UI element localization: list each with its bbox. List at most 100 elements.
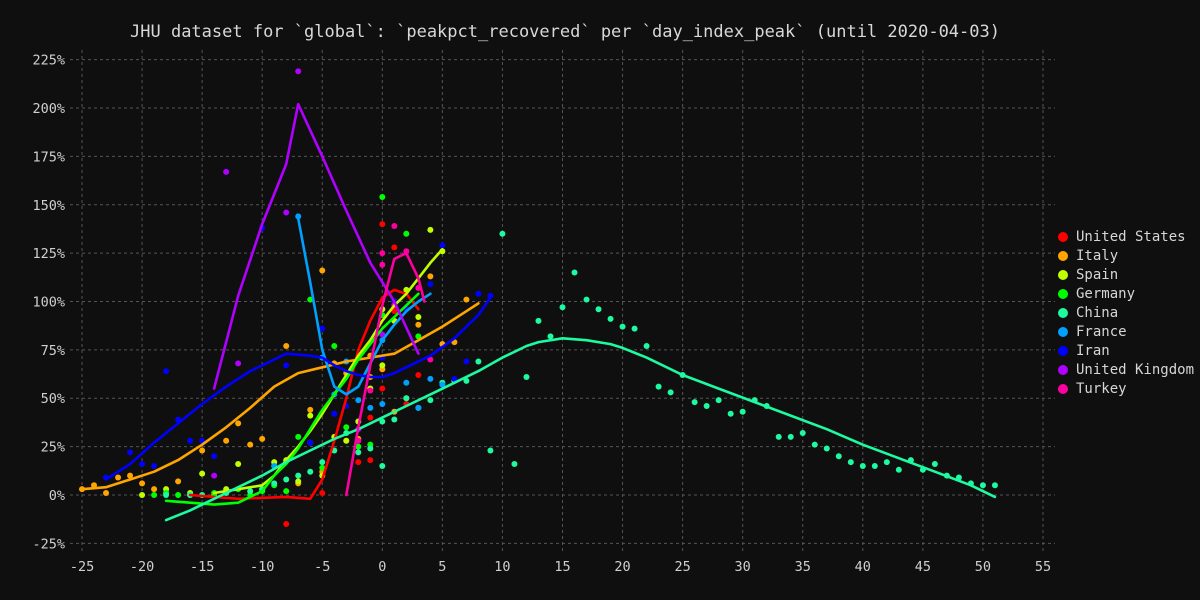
y-tick-label: 100% [32, 295, 65, 311]
point-italy [199, 447, 206, 454]
point-china [367, 445, 374, 452]
point-china [667, 389, 674, 396]
y-tick-label: 75% [41, 343, 65, 359]
point-china [403, 395, 410, 402]
point-italy [259, 435, 266, 442]
x-tick-label: 5 [438, 559, 446, 575]
point-germany [355, 443, 362, 450]
legend-marker [1058, 231, 1068, 242]
x-tick-label: -20 [130, 559, 154, 575]
x-tick-label: 55 [1035, 559, 1051, 575]
point-germany [415, 333, 422, 340]
legend-marker [1058, 364, 1068, 375]
point-china [547, 333, 554, 340]
y-tick-label: 175% [32, 149, 65, 165]
legend-label: Turkey [1076, 380, 1127, 397]
legend-item-spain: Spain [1058, 265, 1194, 284]
legend-label: France [1076, 323, 1127, 340]
x-tick-label: 40 [855, 559, 871, 575]
point-china [703, 402, 710, 409]
point-china [799, 430, 806, 437]
legend-label: Germany [1076, 285, 1136, 302]
x-tick-label: 20 [614, 559, 630, 575]
point-china [559, 304, 566, 311]
point-united-kingdom [235, 360, 242, 367]
point-china [595, 306, 602, 313]
legend-item-italy: Italy [1058, 246, 1194, 265]
point-italy [307, 406, 314, 413]
point-china [607, 315, 614, 322]
point-germany [331, 342, 338, 349]
point-italy [139, 480, 146, 487]
point-china [475, 358, 482, 365]
y-tick-label: 0% [49, 488, 65, 504]
point-united-states [415, 372, 422, 379]
y-tick-label: 225% [32, 53, 65, 69]
point-spain [343, 437, 350, 444]
point-china [391, 416, 398, 423]
point-iran [427, 281, 434, 288]
point-united-states [367, 457, 374, 464]
point-turkey [391, 223, 398, 230]
point-iran [187, 437, 194, 444]
point-italy [223, 437, 230, 444]
point-france [295, 213, 302, 220]
point-spain [235, 461, 242, 468]
point-italy [103, 490, 110, 497]
point-china [655, 383, 662, 390]
y-tick-label: 25% [41, 440, 65, 456]
legend-item-germany: Germany [1058, 284, 1194, 303]
point-iran [319, 325, 326, 332]
point-china [715, 397, 722, 404]
legend-label: Italy [1076, 247, 1119, 264]
trend-line-united-kingdom [212, 102, 420, 390]
point-germany [343, 424, 350, 431]
point-united-kingdom [223, 168, 230, 175]
legend-item-united-states: United States [1058, 227, 1194, 246]
point-china [847, 459, 854, 466]
point-china [307, 468, 314, 475]
point-italy [115, 474, 122, 481]
point-spain [295, 478, 302, 485]
point-turkey [379, 250, 386, 257]
point-china [631, 325, 638, 332]
point-spain [199, 470, 206, 477]
legend: United States Italy Spain Germany China Franc… [1058, 227, 1194, 398]
point-iran [211, 453, 218, 460]
trend-line-italy [80, 302, 480, 491]
trend-line-iran [104, 296, 492, 481]
point-china [463, 377, 470, 384]
point-china [163, 491, 170, 498]
legend-marker [1058, 383, 1068, 394]
trend-line-china [164, 337, 997, 522]
point-china [739, 408, 746, 415]
legend-label: China [1076, 304, 1119, 321]
point-france [355, 397, 362, 404]
point-china [787, 433, 794, 440]
point-iran [139, 461, 146, 468]
point-china [355, 449, 362, 456]
point-united-states [379, 221, 386, 228]
point-united-kingdom [211, 472, 218, 479]
point-italy [175, 478, 182, 485]
point-spain [307, 412, 314, 419]
point-italy [235, 420, 242, 427]
legend-label: United States [1076, 228, 1186, 245]
point-iran [451, 375, 458, 382]
x-tick-label: 30 [735, 559, 751, 575]
legend-item-united-kingdom: United Kingdom [1058, 360, 1194, 379]
point-france [427, 375, 434, 382]
point-china [499, 230, 506, 237]
trend-line-germany [164, 292, 420, 506]
legend-item-china: China [1058, 303, 1194, 322]
x-tick-label: 35 [795, 559, 811, 575]
point-china [571, 269, 578, 276]
legend-item-france: France [1058, 322, 1194, 341]
point-china [871, 462, 878, 469]
point-china [619, 323, 626, 330]
legend-marker [1058, 326, 1068, 337]
legend-marker [1058, 345, 1068, 356]
legend-label: United Kingdom [1076, 361, 1195, 378]
